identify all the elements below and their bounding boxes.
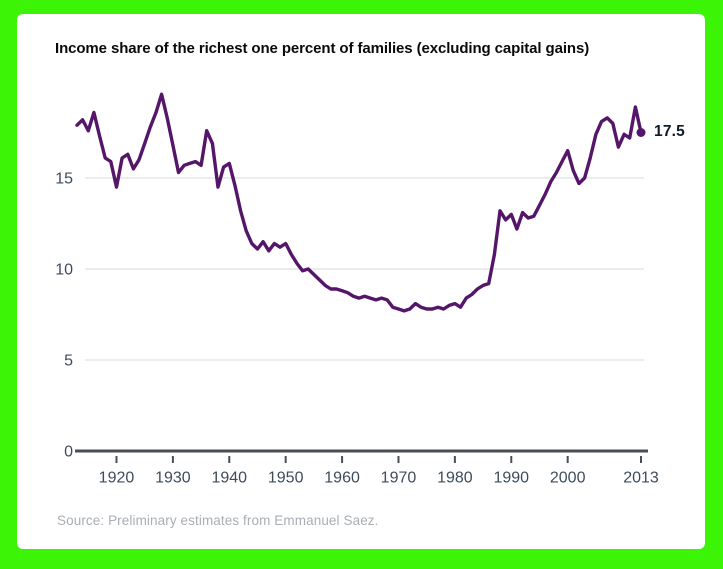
y-axis-tick-label: 5 (64, 353, 73, 370)
end-value-label: 17.5 (654, 123, 685, 140)
x-axis-tick-label: 1920 (99, 470, 135, 487)
x-axis-tick-label: 2000 (550, 470, 586, 487)
income-share-line (75, 92, 643, 313)
chart-title: Income share of the richest one percent … (55, 40, 590, 57)
source-credit: Source: Preliminary estimates from Emman… (57, 513, 379, 528)
x-axis-tick-label: 1940 (211, 470, 247, 487)
x-axis-tick-label: 1960 (324, 470, 360, 487)
x-axis-tick-label: 1950 (268, 470, 304, 487)
income-share-line-chart: 0 5 10 15 1920 1930 1940 1950 1960 1970 1980 1990 20… (55, 92, 659, 487)
end-point-dot (636, 128, 646, 137)
x-axis-tick-label: 2013 (623, 470, 659, 487)
y-axis-tick-label: 10 (55, 262, 73, 279)
x-axis-tick-label: 1990 (493, 470, 529, 487)
x-axis-tick-label: 1970 (381, 470, 417, 487)
y-axis-tick-label: 0 (64, 444, 73, 461)
x-axis-tick-label: 1980 (437, 470, 473, 487)
y-axis-tick-label: 15 (55, 171, 73, 188)
chart-card: 0 5 10 15 1920 1930 1940 1950 1960 1970 1980 1990 20… (17, 14, 705, 549)
x-axis-tick-label: 1930 (155, 470, 191, 487)
